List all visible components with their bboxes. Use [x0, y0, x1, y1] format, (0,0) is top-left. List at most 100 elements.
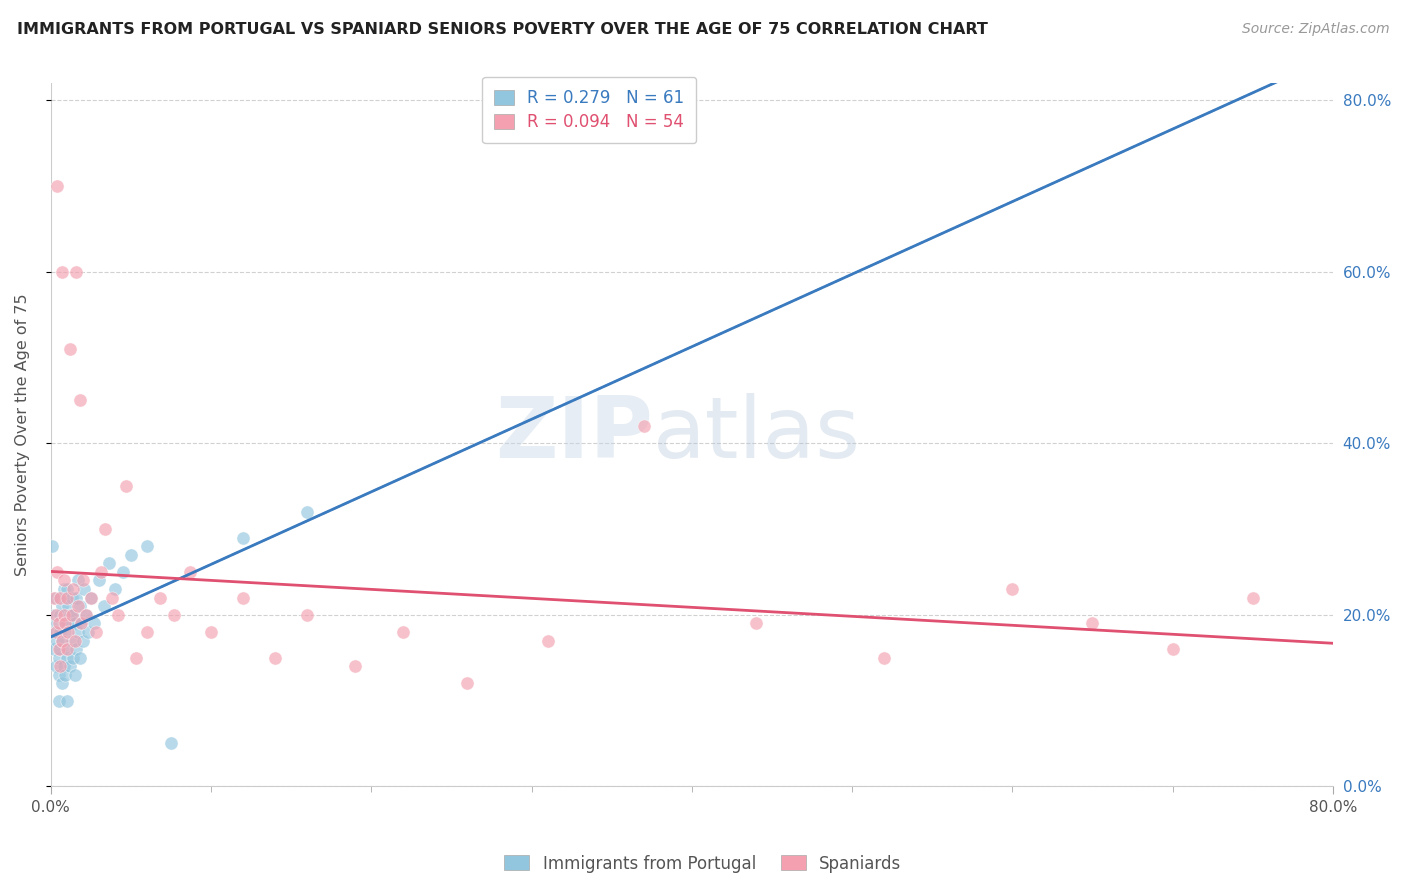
Text: atlas: atlas: [654, 393, 862, 476]
Point: [67, 574, 90, 588]
Point: [52, 659, 75, 673]
Point: [41, 539, 63, 553]
Point: [53, 616, 76, 631]
Point: [72, 574, 94, 588]
Point: [69, 650, 91, 665]
Point: [56, 693, 79, 707]
Point: [84, 624, 107, 639]
Point: [73, 582, 96, 596]
Point: [344, 659, 367, 673]
Point: [93, 599, 115, 614]
Point: [48, 668, 70, 682]
Point: [60, 633, 83, 648]
Point: [100, 591, 122, 605]
Point: [72, 633, 94, 648]
Point: [264, 650, 287, 665]
Point: [65, 591, 87, 605]
Point: [1081, 616, 1104, 631]
Point: [46, 178, 69, 193]
Point: [45, 591, 67, 605]
Point: [53, 668, 76, 682]
Point: [45, 659, 67, 673]
Point: [149, 591, 172, 605]
Point: [42, 607, 65, 622]
Point: [1001, 582, 1024, 596]
Point: [136, 624, 159, 639]
Point: [200, 624, 222, 639]
Point: [392, 624, 415, 639]
Point: [70, 616, 93, 631]
Point: [59, 607, 82, 622]
Point: [120, 548, 142, 562]
Point: [107, 607, 129, 622]
Point: [104, 582, 127, 596]
Point: [45, 624, 67, 639]
Point: [456, 676, 478, 690]
Point: [80, 591, 103, 605]
Point: [51, 599, 73, 614]
Point: [62, 607, 84, 622]
Point: [48, 591, 70, 605]
Point: [97, 556, 120, 570]
Point: [80, 591, 103, 605]
Point: [56, 582, 79, 596]
Point: [59, 342, 82, 356]
Point: [46, 616, 69, 631]
Point: [115, 479, 138, 493]
Point: [45, 624, 67, 639]
Point: [48, 642, 70, 657]
Point: [62, 650, 84, 665]
Point: [53, 591, 76, 605]
Point: [49, 642, 72, 657]
Point: [51, 633, 73, 648]
Point: [65, 264, 87, 278]
Point: [232, 591, 254, 605]
Point: [60, 591, 83, 605]
Point: [63, 668, 86, 682]
Y-axis label: Seniors Poverty Over the Age of 75: Seniors Poverty Over the Age of 75: [15, 293, 30, 576]
Text: Source: ZipAtlas.com: Source: ZipAtlas.com: [1241, 22, 1389, 37]
Point: [65, 642, 87, 657]
Point: [745, 616, 768, 631]
Point: [94, 522, 117, 536]
Point: [75, 607, 97, 622]
Point: [297, 607, 319, 622]
Point: [52, 574, 75, 588]
Point: [42, 642, 65, 657]
Point: [873, 650, 896, 665]
Point: [56, 616, 79, 631]
Point: [160, 736, 183, 750]
Point: [67, 599, 90, 614]
Point: [59, 659, 82, 673]
Point: [51, 264, 73, 278]
Point: [1241, 591, 1264, 605]
Point: [45, 607, 67, 622]
Point: [49, 607, 72, 622]
Legend: Immigrants from Portugal, Spaniards: Immigrants from Portugal, Spaniards: [498, 848, 908, 880]
Point: [111, 565, 134, 579]
Point: [51, 676, 73, 690]
Point: [48, 650, 70, 665]
Point: [58, 642, 80, 657]
Point: [56, 650, 79, 665]
Point: [297, 505, 319, 519]
Text: IMMIGRANTS FROM PORTUGAL VS SPANIARD SENIORS POVERTY OVER THE AGE OF 75 CORRELAT: IMMIGRANTS FROM PORTUGAL VS SPANIARD SEN…: [17, 22, 988, 37]
Point: [69, 599, 91, 614]
Point: [56, 591, 79, 605]
Point: [87, 574, 110, 588]
Point: [536, 633, 558, 648]
Point: [75, 607, 97, 622]
Point: [51, 633, 73, 648]
Point: [49, 659, 72, 673]
Point: [70, 616, 93, 631]
Point: [62, 582, 84, 596]
Point: [633, 419, 655, 434]
Point: [63, 633, 86, 648]
Point: [63, 616, 86, 631]
Point: [163, 607, 186, 622]
Point: [83, 616, 105, 631]
Point: [52, 607, 75, 622]
Point: [48, 616, 70, 631]
Point: [42, 591, 65, 605]
Point: [53, 624, 76, 639]
